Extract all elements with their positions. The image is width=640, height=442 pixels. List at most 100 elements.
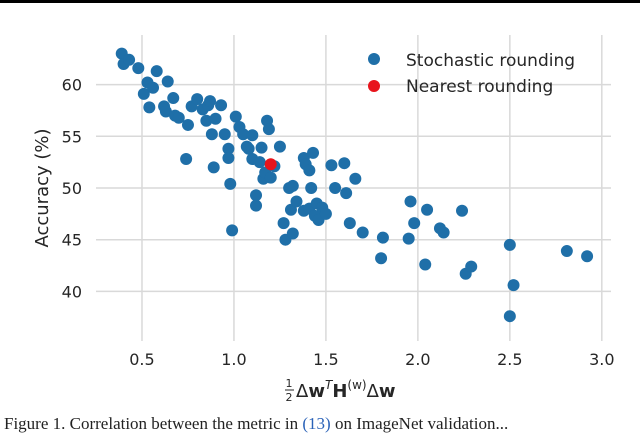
stochastic-point (402, 232, 415, 245)
stochastic-point (465, 260, 478, 273)
legend-marker-stochastic (368, 53, 380, 65)
stochastic-point (222, 152, 235, 165)
stochastic-point (319, 207, 332, 220)
x-tick-label: 2.5 (497, 350, 522, 369)
x-label-sup-t: T (325, 378, 334, 392)
stochastic-point (356, 226, 369, 239)
stochastic-point (205, 128, 218, 141)
stochastic-point (376, 231, 389, 244)
stochastic-point (286, 227, 299, 240)
stochastic-point (143, 101, 156, 114)
stochastic-point (340, 187, 353, 200)
stochastic-point (250, 189, 263, 202)
scatter-chart: 40 45 50 55 60 0.5 1.0 1.5 2.0 2.5 3.0 Accuracy (… (32, 35, 615, 404)
stochastic-point (246, 129, 259, 142)
stochastic-point (209, 112, 222, 125)
x-label-delta-2: Δ (367, 381, 380, 402)
x-label-h: H (332, 381, 347, 402)
stochastic-point (456, 204, 469, 217)
top-border (0, 0, 640, 3)
stochastic-point (226, 224, 239, 237)
legend-marker-nearest (368, 80, 380, 92)
legend-label-nearest: Nearest rounding (406, 77, 553, 97)
stochastic-point (264, 171, 277, 184)
stochastic-point (375, 252, 388, 265)
stochastic-point (237, 128, 250, 141)
stochastic-point (200, 114, 213, 127)
stochastic-point (224, 177, 237, 190)
stochastic-point (242, 142, 255, 155)
stochastic-point (222, 142, 235, 155)
stochastic-point (273, 140, 286, 153)
grid (96, 35, 611, 341)
x-tick-label: 1.0 (221, 350, 246, 369)
stochastic-point (229, 110, 242, 123)
stochastic-point (147, 81, 160, 94)
stochastic-point (159, 105, 172, 118)
x-label-fraction-numerator: 1 (286, 377, 293, 390)
stochastic-point (207, 161, 220, 174)
stochastic-point (503, 238, 516, 251)
stochastic-point (161, 75, 174, 88)
stochastic-point (215, 99, 228, 112)
stochastic-point (253, 156, 266, 169)
stochastic-point (325, 159, 338, 172)
data-points (115, 47, 594, 323)
stochastic-point (277, 217, 290, 230)
x-label-w: w (308, 381, 325, 402)
stochastic-point (307, 146, 320, 159)
stochastic-point (421, 203, 434, 216)
stochastic-point (218, 128, 231, 141)
stochastic-point (329, 182, 342, 194)
stochastic-point (262, 123, 275, 136)
stochastic-point (419, 258, 432, 271)
legend: Stochastic rounding Nearest rounding (368, 51, 575, 97)
stochastic-point (349, 172, 362, 185)
stochastic-point (305, 182, 318, 194)
stochastic-point (132, 62, 145, 75)
caption-text: Figure 1. Correlation between the metric… (4, 414, 303, 433)
y-axis-label: Accuracy (%) (32, 128, 53, 247)
stochastic-point (191, 93, 204, 106)
x-tick-label: 3.0 (589, 350, 614, 369)
stochastic-point (507, 279, 520, 292)
x-tick-label: 0.5 (129, 350, 154, 369)
stochastic-point (503, 310, 516, 323)
stochastic-point (338, 157, 351, 170)
stochastic-point (404, 195, 417, 208)
x-label-fraction-denominator: 2 (286, 391, 293, 404)
nearest-point (264, 158, 277, 171)
stochastic-point (343, 217, 356, 230)
y-tick-label: 60 (62, 76, 82, 95)
stochastic-point (290, 195, 303, 208)
y-tick-label: 45 (62, 231, 82, 250)
x-tick-labels: 0.5 1.0 1.5 2.0 2.5 3.0 (129, 350, 614, 369)
legend-label-stochastic: Stochastic rounding (406, 51, 575, 71)
stochastic-point (180, 153, 193, 166)
y-tick-labels: 40 45 50 55 60 (62, 76, 82, 302)
x-axis-label: 1 2 ΔwTH(w)Δw (285, 377, 396, 404)
x-label-delta: Δ (296, 381, 309, 402)
x-tick-label: 2.0 (405, 350, 430, 369)
stochastic-point (437, 226, 450, 239)
stochastic-point (172, 111, 185, 124)
stochastic-point (181, 118, 194, 131)
y-tick-label: 50 (62, 179, 82, 198)
stochastic-point (408, 217, 421, 230)
stochastic-point (581, 250, 594, 263)
x-label-w-2: w (379, 381, 396, 402)
stochastic-point (250, 199, 263, 212)
x-label-formula: ΔwTH(w)Δw (296, 378, 396, 402)
stochastic-point (204, 95, 217, 108)
stochastic-point (167, 92, 180, 105)
caption-text-continued: on ImageNet validation... (330, 414, 509, 433)
stochastic-point (255, 141, 268, 154)
stochastic-point (123, 53, 136, 66)
x-tick-label: 1.5 (313, 350, 338, 369)
y-tick-label: 40 (62, 282, 82, 301)
x-label-sup-w: (w) (347, 378, 366, 392)
stochastic-point (150, 65, 163, 78)
equation-reference-link[interactable]: (13) (302, 414, 331, 433)
stochastic-point (137, 87, 150, 100)
y-tick-label: 55 (62, 127, 82, 146)
